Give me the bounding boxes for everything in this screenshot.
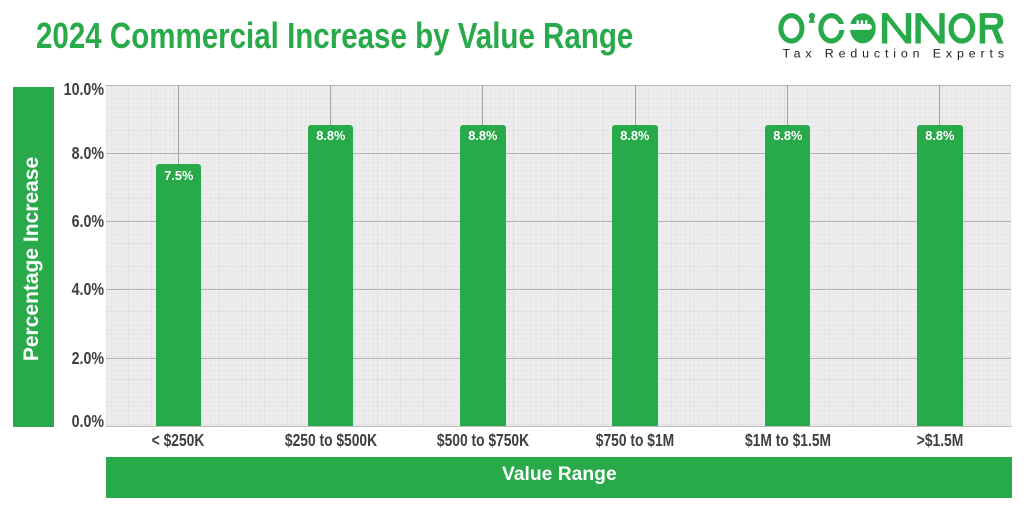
svg-text:Tax Reduction Experts: Tax Reduction Experts: [783, 47, 1009, 61]
